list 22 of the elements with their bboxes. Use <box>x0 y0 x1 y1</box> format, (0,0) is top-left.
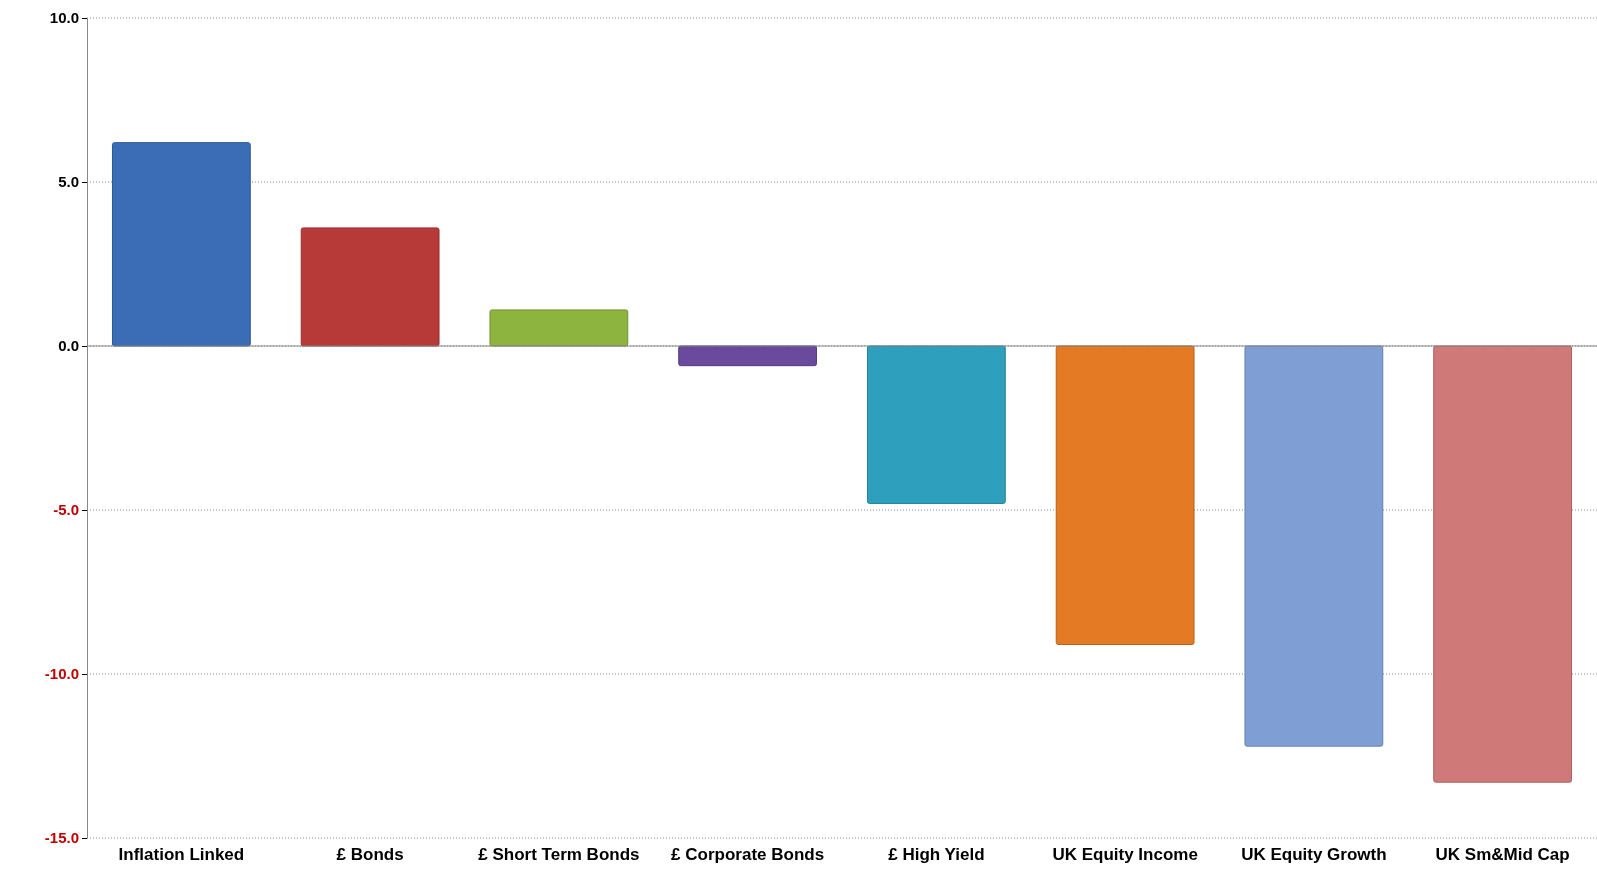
bar <box>489 309 629 347</box>
y-tick-label: 0.0 <box>58 337 79 355</box>
x-tick-label: £ Corporate Bonds <box>671 844 825 864</box>
bar <box>300 227 440 347</box>
y-tick-label: 5.0 <box>58 173 79 191</box>
bar <box>1433 345 1573 783</box>
x-tick-label: UK Sm&Mid Cap <box>1435 844 1570 864</box>
x-tick-label: £ Short Term Bonds <box>478 844 640 864</box>
x-tick-label: £ Bonds <box>336 844 404 864</box>
bar <box>111 142 251 347</box>
y-tick-label: -10.0 <box>44 665 79 683</box>
y-tick-label: -5.0 <box>53 501 79 519</box>
bar <box>866 345 1006 504</box>
x-tick-label: Inflation Linked <box>118 844 245 864</box>
bar <box>1244 345 1384 747</box>
x-tick-label: £ High Yield <box>888 844 985 864</box>
bar <box>1055 345 1195 645</box>
x-tick-label: UK Equity Growth <box>1241 844 1387 864</box>
y-tick-label: 10.0 <box>49 9 79 27</box>
x-tick-label: UK Equity Income <box>1052 844 1198 864</box>
y-tick-label: -15.0 <box>44 829 79 847</box>
bar <box>678 345 818 367</box>
